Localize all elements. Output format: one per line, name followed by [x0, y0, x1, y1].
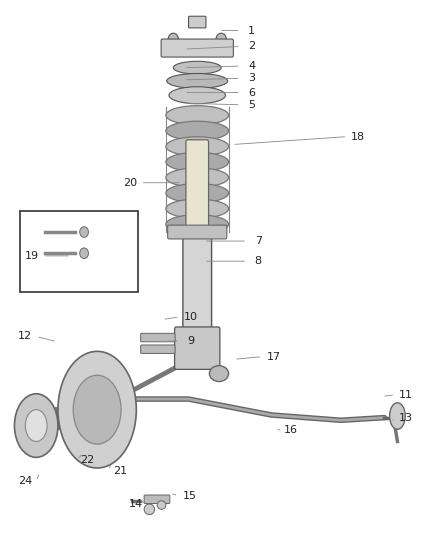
Ellipse shape [166, 121, 229, 140]
Ellipse shape [173, 61, 221, 74]
Text: 3: 3 [248, 73, 255, 83]
FancyBboxPatch shape [188, 16, 206, 28]
Text: 21: 21 [113, 466, 127, 475]
Text: 18: 18 [351, 132, 365, 142]
Ellipse shape [80, 248, 88, 259]
Ellipse shape [144, 504, 155, 515]
Ellipse shape [166, 199, 229, 218]
Text: 13: 13 [399, 413, 413, 423]
Ellipse shape [166, 106, 229, 125]
Ellipse shape [166, 215, 229, 234]
Text: 2: 2 [248, 42, 255, 52]
Bar [20, 212, 138, 292]
FancyBboxPatch shape [168, 225, 227, 239]
Text: 8: 8 [254, 256, 262, 266]
FancyBboxPatch shape [186, 140, 208, 229]
Text: 9: 9 [187, 336, 194, 346]
Text: 20: 20 [123, 177, 137, 188]
Text: 6: 6 [248, 87, 255, 98]
FancyBboxPatch shape [141, 333, 175, 342]
Ellipse shape [166, 152, 229, 172]
Text: 19: 19 [25, 251, 39, 261]
Ellipse shape [58, 351, 136, 468]
Text: 15: 15 [182, 490, 196, 500]
Ellipse shape [25, 410, 47, 441]
Ellipse shape [169, 87, 226, 104]
Ellipse shape [80, 227, 88, 237]
Text: 12: 12 [18, 332, 32, 342]
Text: 5: 5 [248, 100, 255, 110]
Ellipse shape [390, 403, 405, 429]
Text: 7: 7 [254, 236, 262, 246]
Ellipse shape [166, 168, 229, 187]
Text: 14: 14 [128, 499, 142, 509]
Ellipse shape [166, 137, 229, 156]
Circle shape [216, 33, 226, 46]
Text: 10: 10 [184, 312, 198, 322]
Text: 17: 17 [266, 352, 280, 361]
FancyBboxPatch shape [161, 39, 233, 57]
Ellipse shape [167, 74, 228, 88]
Ellipse shape [73, 375, 121, 444]
Text: 1: 1 [248, 26, 255, 36]
Text: 22: 22 [81, 455, 95, 465]
Text: 11: 11 [399, 390, 413, 400]
FancyBboxPatch shape [144, 495, 170, 504]
FancyBboxPatch shape [183, 230, 212, 332]
FancyBboxPatch shape [141, 345, 175, 353]
Ellipse shape [166, 183, 229, 203]
FancyBboxPatch shape [175, 327, 220, 369]
Text: 4: 4 [248, 61, 255, 71]
Text: 16: 16 [284, 425, 298, 435]
Text: 24: 24 [18, 477, 32, 486]
Circle shape [168, 33, 179, 46]
Ellipse shape [157, 501, 166, 510]
Ellipse shape [14, 394, 58, 457]
Ellipse shape [209, 366, 229, 382]
